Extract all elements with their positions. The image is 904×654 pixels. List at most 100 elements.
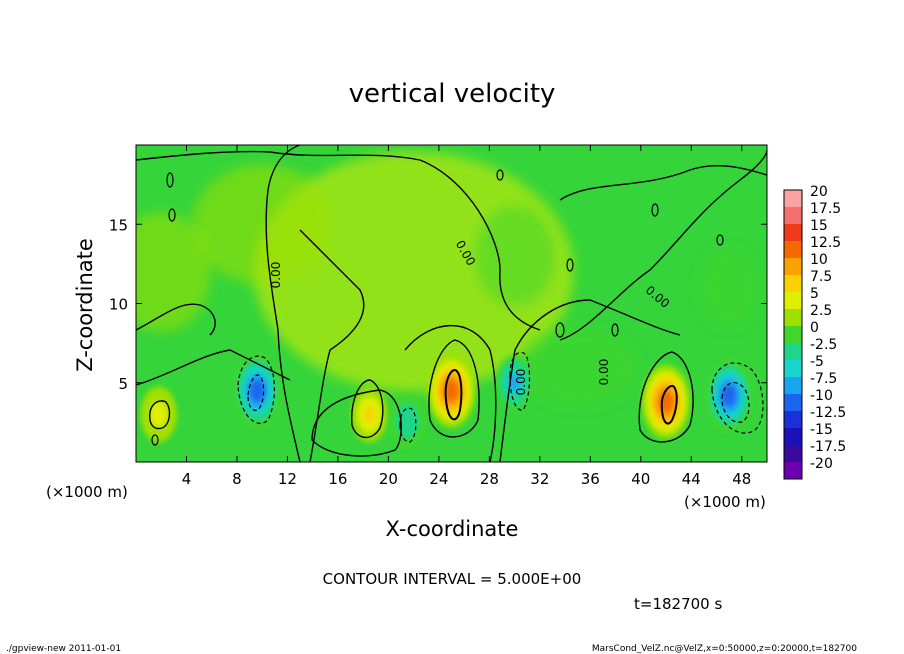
field-region — [136, 211, 212, 332]
small-contour-islands — [151, 169, 724, 446]
colorbar-label: -12.5 — [810, 405, 846, 421]
contour-line — [638, 351, 694, 443]
colorbar-label: -17.5 — [810, 439, 846, 455]
plot-area: 0.00 0.00 0.00 0.00 0.00 — [136, 145, 767, 462]
y-axis-unit: (×1000 m) — [46, 483, 128, 501]
colorbar-swatch — [784, 224, 802, 241]
colorbar-label: 17.5 — [810, 201, 841, 217]
x-tick-label: 44 — [682, 470, 701, 488]
colorbar-label: -5 — [810, 354, 824, 370]
x-tick-label: 4 — [182, 470, 192, 488]
updraft-level — [444, 379, 459, 402]
colorbar-label: -2.5 — [810, 337, 837, 353]
colorbar-swatch — [784, 292, 802, 309]
contour-island — [555, 322, 565, 338]
contour-island — [611, 323, 619, 337]
heatmap-field — [136, 151, 760, 449]
contour-lines — [136, 145, 767, 462]
contour-island — [496, 169, 504, 181]
colorbar-swatch — [784, 190, 802, 207]
colorbar-label: 7.5 — [810, 269, 832, 285]
contour-zero-line — [136, 303, 216, 336]
colorbar-swatch — [784, 394, 802, 411]
contour-zero-line — [265, 145, 301, 462]
colorbar-label: 10 — [810, 252, 828, 268]
x-tick-label: 24 — [429, 470, 448, 488]
colorbar-swatch — [784, 309, 802, 326]
colorbar-label: 12.5 — [810, 235, 841, 251]
colorbar-label: 0 — [810, 320, 819, 336]
colorbar-swatch — [784, 241, 802, 258]
contour-zero-line — [299, 229, 365, 462]
contour-zero-line — [559, 149, 767, 341]
colorbar-swatch — [784, 411, 802, 428]
colorbar-label: -20 — [810, 456, 833, 472]
contour-interval-text: CONTOUR INTERVAL = 5.000E+00 — [323, 570, 582, 588]
x-axis-unit: (×1000 m) — [684, 493, 766, 511]
downdraft-level — [402, 412, 413, 429]
y-tick-label: 15 — [109, 216, 128, 234]
contour-negative-line — [711, 362, 764, 434]
field-region — [253, 151, 574, 392]
time-text: t=182700 s — [634, 595, 722, 613]
colorbar-swatch — [784, 445, 802, 462]
downdraft-level — [509, 374, 520, 391]
x-tick-label: 12 — [278, 470, 297, 488]
field-region — [192, 164, 333, 285]
field-region — [699, 247, 760, 328]
colorbar-swatch — [784, 207, 802, 224]
x-tick-label: 28 — [480, 470, 499, 488]
chart-title: vertical velocity — [349, 79, 556, 109]
field-region — [474, 205, 555, 306]
contour-negative-line — [509, 351, 531, 411]
x-tick-label: 36 — [581, 470, 600, 488]
downdraft-level — [250, 379, 265, 402]
contour-line — [444, 368, 463, 421]
updraft-level — [153, 406, 164, 423]
contour-label: 0.00 — [597, 359, 611, 386]
colorbar-swatch — [784, 360, 802, 377]
contour-line — [351, 379, 384, 439]
contour-island — [168, 208, 176, 222]
colorbar-label: -15 — [810, 422, 833, 438]
field-region — [517, 326, 638, 407]
footer-left-text: ./gpview-new 2011-01-01 — [6, 644, 121, 654]
x-axis-label: X-coordinate — [386, 517, 519, 541]
colorbar-label: -10 — [810, 388, 833, 404]
x-tick-label: 20 — [379, 470, 398, 488]
colorbar-swatch — [784, 377, 802, 394]
colorbar-swatch — [784, 428, 802, 445]
y-axis-label: Z-coordinate — [73, 238, 97, 372]
contour-line — [149, 400, 171, 430]
colorbar-label: 5 — [810, 286, 819, 302]
downdraft-level — [722, 384, 737, 407]
footer-right-text: MarsCond_VelZ.nc@VelZ,x=0:50000,z=0:2000… — [592, 644, 857, 654]
contour-zero-line — [419, 159, 541, 331]
colorbar-swatch — [784, 343, 802, 360]
x-tick-label: 32 — [530, 470, 549, 488]
y-tick-label: 10 — [109, 296, 128, 314]
x-axis-ticks: 4 8 12 16 20 24 28 32 36 40 44 48 — [182, 145, 751, 488]
updraft-level — [364, 406, 375, 423]
colorbar-swatch — [784, 258, 802, 275]
colorbar-label: 15 — [810, 218, 828, 234]
contour-lines-negative — [237, 351, 764, 443]
contour-line — [428, 339, 480, 438]
contour-line — [660, 384, 678, 425]
colorbar-label: 20 — [810, 184, 828, 200]
contour-label: 0.00 — [269, 262, 283, 289]
contour-island — [716, 234, 724, 246]
colorbar-frame — [783, 189, 803, 480]
colorbar-swatch — [784, 462, 802, 479]
contour-negative-line — [237, 355, 275, 425]
contour-zero-line — [404, 324, 497, 462]
colorbar-label: 2.5 — [810, 303, 832, 319]
colorbar-swatch — [784, 275, 802, 292]
contour-label: 0.00 — [514, 369, 528, 396]
y-tick-label: 5 — [118, 375, 128, 393]
contour-island — [166, 172, 174, 188]
x-tick-label: 48 — [732, 470, 751, 488]
x-tick-label: 40 — [631, 470, 650, 488]
contour-island — [151, 434, 159, 446]
